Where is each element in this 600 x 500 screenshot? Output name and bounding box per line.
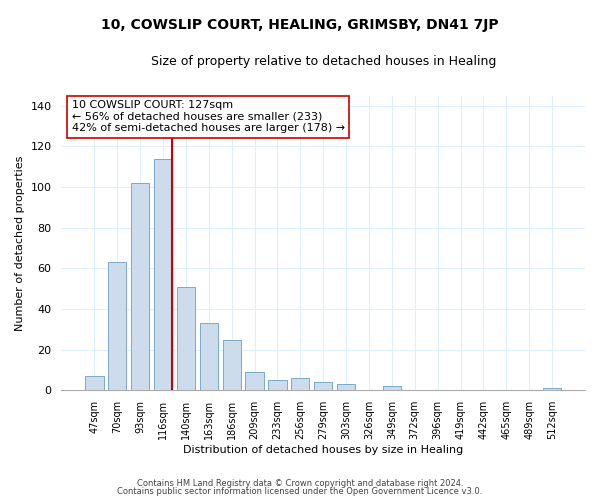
- Bar: [291, 378, 310, 390]
- Bar: [337, 384, 355, 390]
- Bar: [314, 382, 332, 390]
- Bar: [268, 380, 287, 390]
- Text: Contains HM Land Registry data © Crown copyright and database right 2024.: Contains HM Land Registry data © Crown c…: [137, 478, 463, 488]
- Text: 10, COWSLIP COURT, HEALING, GRIMSBY, DN41 7JP: 10, COWSLIP COURT, HEALING, GRIMSBY, DN4…: [101, 18, 499, 32]
- Bar: [177, 286, 195, 391]
- Bar: [223, 340, 241, 390]
- Title: Size of property relative to detached houses in Healing: Size of property relative to detached ho…: [151, 55, 496, 68]
- Bar: [383, 386, 401, 390]
- Bar: [85, 376, 104, 390]
- Bar: [131, 183, 149, 390]
- Bar: [543, 388, 561, 390]
- Bar: [108, 262, 127, 390]
- Bar: [154, 158, 172, 390]
- Bar: [245, 372, 264, 390]
- X-axis label: Distribution of detached houses by size in Healing: Distribution of detached houses by size …: [183, 445, 463, 455]
- Text: 10 COWSLIP COURT: 127sqm
← 56% of detached houses are smaller (233)
42% of semi-: 10 COWSLIP COURT: 127sqm ← 56% of detach…: [72, 100, 345, 133]
- Bar: [200, 324, 218, 390]
- Text: Contains public sector information licensed under the Open Government Licence v3: Contains public sector information licen…: [118, 487, 482, 496]
- Y-axis label: Number of detached properties: Number of detached properties: [15, 156, 25, 330]
